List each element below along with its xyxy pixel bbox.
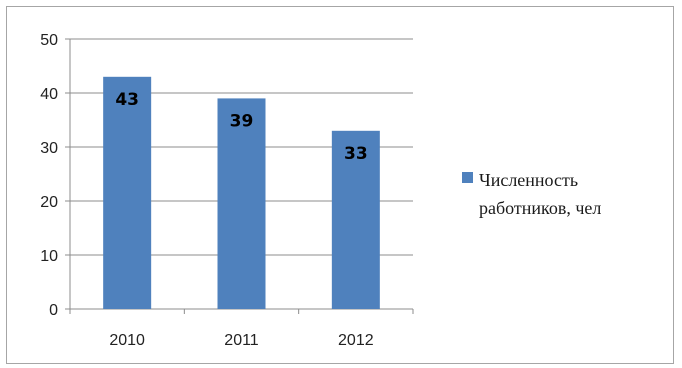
y-tick-label: 40 bbox=[40, 86, 58, 103]
data-labels: 43 39 33 bbox=[115, 90, 367, 164]
y-tick-label: 0 bbox=[49, 302, 58, 319]
bar-2010 bbox=[103, 76, 152, 309]
y-tick-labels: 0 10 20 30 40 50 bbox=[40, 32, 58, 319]
bar-2012 bbox=[331, 130, 380, 309]
legend-label: Численность работников, чел bbox=[479, 170, 602, 218]
legend-swatch bbox=[462, 172, 473, 183]
bar-2011 bbox=[217, 98, 266, 310]
legend: Численность работников, чел bbox=[462, 166, 672, 222]
y-tick-label: 20 bbox=[40, 194, 58, 211]
data-label: 33 bbox=[344, 144, 368, 164]
y-tick-label: 30 bbox=[40, 140, 58, 157]
y-tick-label: 50 bbox=[40, 32, 58, 49]
x-tick-label: 2012 bbox=[338, 332, 374, 349]
x-tick-labels: 2010 2011 2012 bbox=[109, 332, 373, 349]
x-tick-label: 2011 bbox=[224, 332, 259, 349]
y-tick-label: 10 bbox=[40, 248, 58, 265]
x-tick-label: 2010 bbox=[109, 332, 145, 349]
bars bbox=[103, 76, 380, 310]
data-label: 43 bbox=[115, 90, 139, 110]
data-label: 39 bbox=[230, 111, 254, 131]
